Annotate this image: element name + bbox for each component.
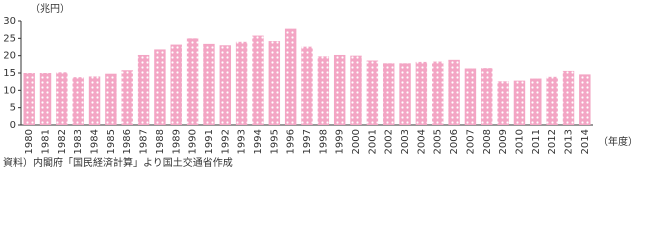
x-unit-label: （年度）: [598, 135, 638, 148]
x-tick-label: 2005: [433, 129, 444, 154]
x-tick-label: 1993: [237, 129, 248, 154]
bar: [105, 73, 117, 125]
x-tick-label: 2013: [563, 129, 574, 154]
x-tick-label: 1988: [155, 129, 166, 154]
bar: [432, 61, 444, 125]
x-tick-label: 2003: [400, 129, 411, 154]
x-tick-label: 1998: [318, 129, 329, 154]
x-tick-label: 2007: [465, 129, 476, 154]
bar: [399, 63, 411, 125]
x-tick-label: 2011: [531, 129, 542, 154]
bar: [546, 76, 558, 125]
bar: [481, 68, 493, 125]
bar: [562, 70, 575, 125]
x-tick-label: 1990: [188, 129, 199, 154]
x-tick-label: 1987: [139, 129, 150, 154]
bar: [203, 43, 215, 125]
bar: [448, 59, 460, 125]
x-tick-label: 2000: [351, 129, 362, 154]
x-tick-label: 1981: [41, 129, 52, 154]
x-tick-label: 1995: [269, 129, 280, 154]
y-tick-label: 25: [3, 33, 16, 44]
bar: [497, 81, 509, 125]
bar: [121, 70, 133, 125]
x-tick-label: 1992: [220, 129, 231, 154]
x-tick-label: 2014: [580, 129, 591, 154]
x-tick-label: 1996: [286, 129, 297, 154]
bar: [186, 38, 199, 126]
x-tick-label: 1997: [302, 129, 313, 154]
x-tick-label: 1994: [253, 129, 264, 154]
bar: [317, 56, 330, 125]
x-tick-label: 1999: [335, 129, 346, 154]
bar: [235, 41, 248, 125]
bar: [579, 74, 591, 125]
x-tick-label: 1986: [122, 129, 133, 154]
x-tick-label: 2009: [498, 129, 509, 154]
bar: [513, 80, 526, 125]
bar: [72, 77, 84, 125]
bar: [268, 41, 281, 125]
bar: [137, 54, 150, 126]
x-tick-label: 2010: [514, 129, 525, 154]
y-tick-label: 15: [3, 68, 16, 79]
bar: [88, 76, 101, 125]
bar: [301, 46, 313, 125]
bar: [23, 73, 35, 125]
bar: [382, 63, 395, 125]
x-tick-label: 2002: [384, 129, 395, 154]
bar: [415, 61, 428, 125]
bar: [219, 45, 232, 126]
y-tick-label: 0: [10, 120, 16, 131]
y-tick-label: 20: [3, 51, 16, 62]
x-tick-label: 1984: [90, 129, 101, 154]
y-tick-label: 10: [3, 85, 16, 96]
x-tick-label: 1982: [57, 129, 68, 154]
source-note: 資料）内閣府「国民経済計算」より国土交通省作成: [3, 156, 233, 169]
bar: [170, 44, 182, 125]
x-tick-label: 2008: [482, 129, 493, 154]
x-tick-label: 1985: [106, 129, 117, 154]
bar: [366, 60, 379, 125]
bar: [252, 35, 264, 126]
bar: [39, 73, 52, 125]
x-tick-label: 1980: [24, 129, 35, 154]
x-tick-label: 2006: [449, 129, 460, 154]
y-tick-label: 5: [10, 103, 16, 114]
x-tick-label: 1989: [171, 129, 182, 154]
bar: [154, 49, 166, 125]
bar: [530, 78, 542, 125]
bar: [464, 68, 477, 125]
chart: （兆円） （年度） 資料）内閣府「国民経済計算」より国土交通省作成 0 5 10 15…: [3, 3, 638, 169]
bar: [333, 54, 346, 126]
bar: [56, 72, 68, 125]
x-tick-label: 2004: [416, 129, 427, 154]
x-tick-label: 2001: [367, 129, 378, 154]
y-tick-label: 30: [3, 16, 16, 27]
x-tick-label: 2012: [547, 129, 558, 154]
x-tick-label: 1991: [204, 129, 215, 154]
x-tick-label: 1983: [73, 129, 84, 154]
unit-label: （兆円）: [30, 3, 70, 15]
bar: [350, 55, 362, 125]
bar: [284, 28, 297, 126]
